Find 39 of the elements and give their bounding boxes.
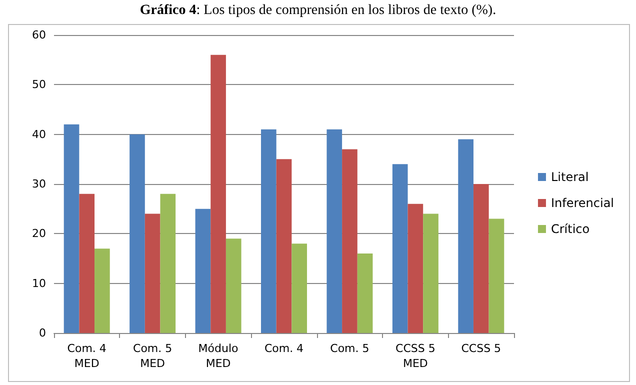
- y-tick-label: 60: [32, 28, 46, 42]
- x-tick-label: CCSS 5 MED: [396, 342, 436, 370]
- y-tick-label: 30: [32, 178, 46, 190]
- chart-title: Gráfico 4: Los tipos de comprensión en los libros de texto (%).: [138, 2, 498, 20]
- legend-label: Literal: [550, 170, 589, 184]
- bar: [144, 214, 160, 333]
- y-tick-label: 50: [32, 78, 46, 92]
- y-tick-label: 20: [32, 227, 46, 240]
- bar: [160, 194, 176, 333]
- bar: [130, 134, 145, 333]
- x-tick-label: Com. 5: [330, 342, 370, 355]
- bar: [458, 139, 474, 333]
- bar: [423, 214, 438, 333]
- bar: [261, 129, 276, 333]
- bar: [392, 164, 408, 333]
- bar: [292, 244, 307, 333]
- bar: [357, 254, 373, 333]
- bar: [210, 54, 226, 333]
- x-tick-label: Com. 4 MED: [67, 342, 106, 370]
- bar: [195, 208, 211, 333]
- bar: [488, 218, 504, 333]
- y-tick-label: 40: [32, 128, 46, 141]
- x-tick-label: Com. 5 MED: [133, 342, 172, 370]
- y-tick-label: 10: [32, 276, 46, 290]
- x-tick-label: Módulo MED: [198, 342, 239, 370]
- x-tick-label: CCSS 5: [461, 342, 502, 355]
- bar: [226, 238, 242, 333]
- bar: [276, 159, 292, 333]
- bar: [79, 194, 95, 333]
- bar: [94, 248, 110, 333]
- legend-label: Crítico: [550, 222, 590, 236]
- bar: [342, 149, 358, 333]
- legend-label: Inferencial: [550, 196, 614, 210]
- bar: [326, 129, 342, 333]
- bar: [64, 124, 80, 333]
- x-tick-label: Com. 4: [264, 342, 304, 355]
- bar: [408, 204, 424, 333]
- bar: [473, 184, 489, 333]
- y-tick-label: 0: [39, 326, 46, 340]
